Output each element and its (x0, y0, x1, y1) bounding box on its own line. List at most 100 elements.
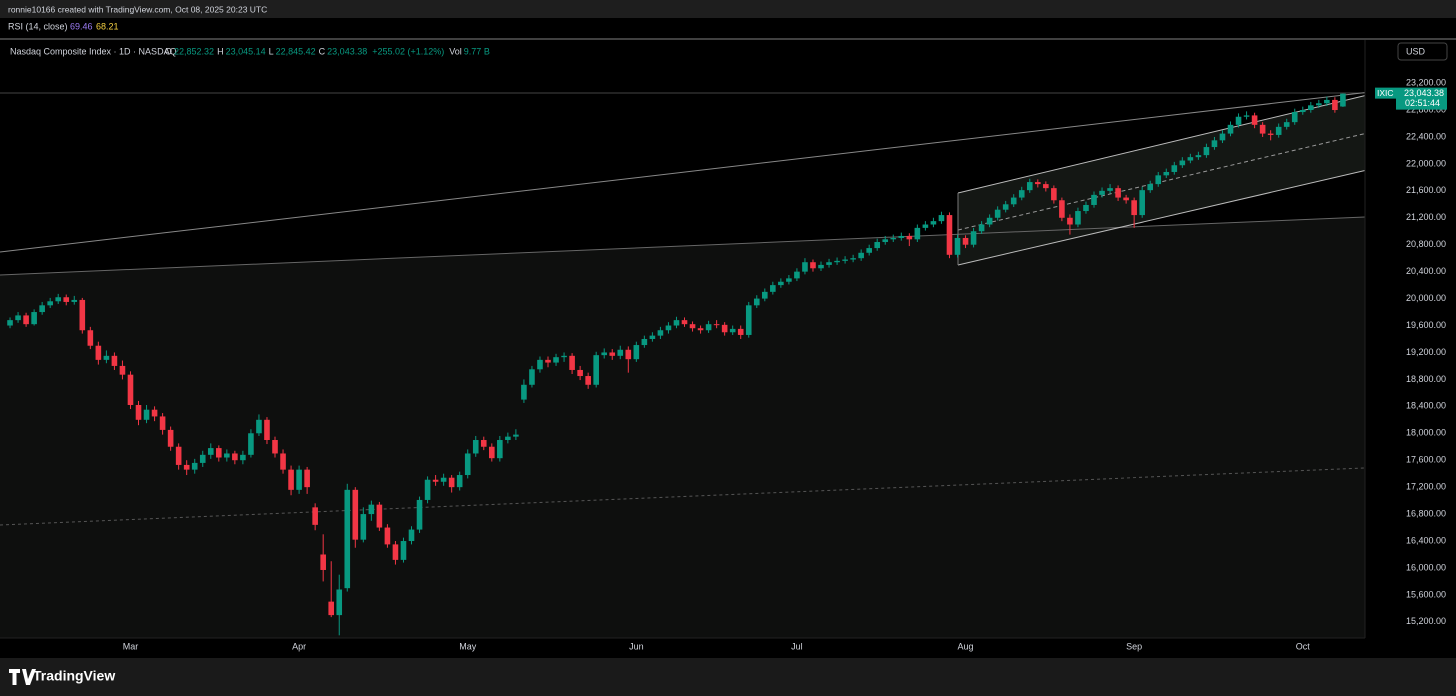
x-tick-label: May (459, 641, 477, 651)
candle-body (344, 489, 351, 589)
y-tick-label: 15,200.00 (1406, 616, 1446, 626)
candle-body (649, 335, 656, 339)
candle-body (296, 469, 302, 490)
candle-body (818, 264, 824, 269)
trend-line (0, 216, 1366, 276)
candle-body (103, 355, 110, 360)
legend-text: 9.77 B (464, 46, 490, 56)
candle-body (1091, 194, 1097, 205)
candle-body (778, 281, 784, 286)
candle-body (400, 541, 407, 560)
candle-body (1147, 184, 1154, 191)
candle-body (1195, 155, 1202, 158)
candle-body (1308, 105, 1314, 111)
candle-body (713, 324, 720, 326)
candle-body (111, 355, 118, 366)
legend-text: L (269, 46, 274, 56)
candle-body (23, 315, 29, 325)
candle-body (191, 462, 198, 470)
candle-body (697, 328, 704, 331)
candle-body (641, 338, 648, 346)
candle-body (898, 235, 905, 238)
candle-body (464, 453, 471, 476)
legend-text: 22,852.32 (174, 46, 214, 56)
candle-body (850, 258, 856, 260)
candle-body (71, 299, 78, 302)
candle-body (1243, 115, 1250, 117)
shaded-zone (0, 217, 1365, 638)
candle-body (513, 434, 519, 437)
candle-body (95, 345, 102, 360)
y-tick-label: 19,600.00 (1406, 320, 1446, 330)
candle-body (633, 345, 640, 360)
y-tick-label: 19,200.00 (1406, 347, 1446, 357)
candles (7, 93, 1346, 636)
candle-body (384, 527, 391, 545)
x-tick-label: Apr (292, 641, 306, 651)
candle-body (1316, 103, 1322, 106)
countdown: 02:51:44 (1405, 98, 1440, 108)
legend-text: 22,845.42 (276, 46, 316, 56)
candle-body (376, 504, 383, 528)
candle-body (1171, 165, 1178, 172)
candle-body (288, 469, 294, 490)
candle-body (689, 324, 696, 329)
x-tick-label: Jul (791, 641, 803, 651)
candle-body (280, 453, 286, 470)
candle-body (408, 529, 415, 542)
candle-body (232, 453, 238, 461)
candle-body (529, 369, 535, 385)
candle-body (665, 325, 672, 331)
candle-body (553, 357, 559, 363)
candle-body (143, 409, 150, 420)
credit: ronnie10166 created with TradingView.com… (8, 4, 267, 14)
candle-body (256, 419, 262, 434)
y-tick-label: 20,000.00 (1406, 293, 1446, 303)
candle-body (721, 324, 728, 333)
candle-body (1235, 116, 1242, 125)
candle-body (1211, 140, 1218, 148)
candle-body (312, 507, 318, 525)
price-axis (1365, 40, 1456, 658)
ticker-tag (1375, 87, 1396, 99)
candle-body (914, 227, 921, 240)
candle-body (1043, 184, 1049, 189)
rsi-value: 69.46 (70, 21, 93, 31)
candle-body (866, 248, 872, 253)
candle-body (1275, 126, 1282, 135)
candle-body (946, 215, 953, 255)
candle-body (890, 237, 897, 240)
candle-body (1018, 190, 1025, 198)
candle-body (336, 589, 343, 616)
candle-body (1259, 124, 1266, 134)
candle-body (858, 252, 864, 259)
candle-body (424, 479, 431, 500)
candle-body (737, 328, 744, 335)
candle-body (1340, 93, 1346, 107)
brand: TradingView (33, 668, 115, 684)
candle-body (609, 352, 616, 356)
channel-mid (957, 129, 1381, 231)
x-tick-label: Sep (1126, 641, 1142, 651)
candle-body (1010, 197, 1017, 205)
y-tick-label: 18,800.00 (1406, 374, 1446, 384)
x-tick-label: Aug (958, 641, 974, 651)
candle-body (1291, 112, 1298, 123)
candle-body (906, 235, 913, 240)
y-tick-label: 22,000.00 (1406, 158, 1446, 168)
ticker: IXIC (1377, 88, 1394, 98)
x-tick-label: Mar (123, 641, 139, 651)
candle-body (938, 215, 945, 222)
candle-body (681, 320, 688, 325)
rsi-label: RSI (14, close) (8, 21, 68, 31)
currency-button[interactable] (1397, 42, 1448, 61)
candle-body (505, 436, 511, 441)
candle-body (39, 305, 45, 313)
candle-body (216, 448, 222, 458)
footer-bar (0, 658, 1456, 696)
candle-body (569, 355, 575, 370)
candle-body (175, 446, 182, 465)
candle-body (1115, 188, 1121, 198)
candle-body (328, 601, 335, 616)
